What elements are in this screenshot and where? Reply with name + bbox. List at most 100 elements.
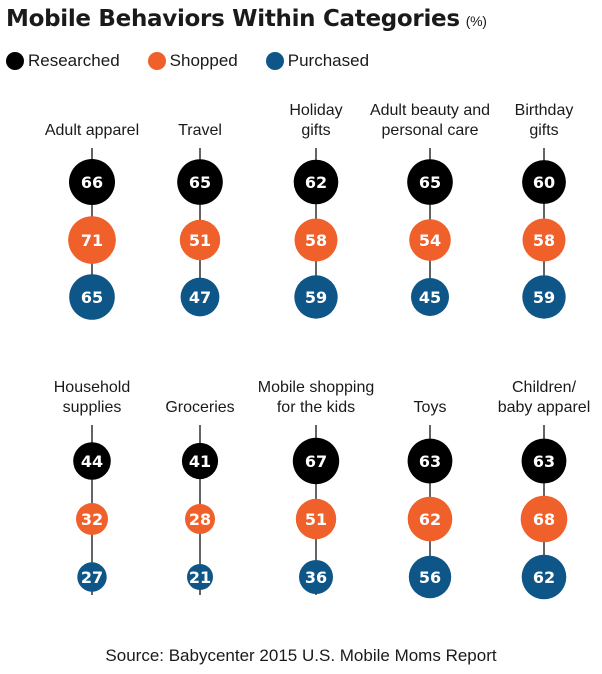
- value-label-purchased: 59: [305, 288, 327, 307]
- value-label-shopped: 62: [419, 510, 441, 529]
- category-label: Toys: [414, 399, 447, 416]
- category-label: Birthday: [515, 102, 574, 119]
- bubble-purchased: [522, 275, 566, 319]
- category-label: Household: [54, 379, 131, 396]
- legend: Researched Shopped Purchased: [6, 50, 397, 72]
- legend-item-shopped: Shopped: [147, 51, 238, 71]
- bubble-purchased: [69, 274, 115, 320]
- value-label-researched: 44: [81, 452, 103, 471]
- bubble-purchased: [521, 554, 567, 600]
- legend-swatch-shopped: [147, 52, 166, 70]
- category-children-baby-apparel: Children/baby apparel 63 68 62: [498, 379, 591, 600]
- value-label-shopped: 71: [81, 231, 103, 250]
- category-label: personal care: [382, 122, 479, 139]
- bubble-shopped: [407, 496, 453, 542]
- category-birthday-gifts: Birthday gifts 60 58 59: [515, 102, 574, 319]
- value-label-shopped: 54: [419, 231, 441, 250]
- bubble-purchased: [187, 564, 213, 590]
- bubble-shopped: [520, 495, 568, 543]
- bubble-shopped: [295, 498, 337, 540]
- bubble-shopped: [294, 218, 338, 262]
- category-label: supplies: [63, 399, 122, 416]
- value-label-shopped: 58: [305, 231, 327, 250]
- category-label: baby apparel: [498, 399, 591, 416]
- category-adult-beauty-and-personal-care: Adult beauty and personal care 65 54 45: [370, 102, 490, 316]
- value-label-researched: 60: [533, 173, 555, 192]
- source-note: Source: Babycenter 2015 U.S. Mobile Moms…: [105, 646, 497, 665]
- bubble-researched: [407, 438, 453, 484]
- value-label-purchased: 65: [81, 288, 103, 307]
- bubble-shopped: [68, 216, 116, 264]
- value-label-purchased: 47: [189, 288, 211, 307]
- category-holiday-gifts: Holiday gifts 62 58 59: [289, 102, 343, 319]
- legend-swatch-researched: [6, 52, 24, 70]
- category-label: gifts: [301, 122, 330, 139]
- legend-label-shopped: Shopped: [169, 51, 238, 70]
- category-label: for the kids: [277, 399, 355, 416]
- category-label: Groceries: [165, 399, 234, 416]
- category-label: Adult apparel: [45, 122, 139, 139]
- legend-label-purchased: Purchased: [287, 51, 370, 70]
- chart-unit: (%): [465, 13, 487, 29]
- bubble-researched: [521, 438, 567, 484]
- category-household-supplies: Household supplies 44 32 27: [54, 379, 131, 595]
- value-label-researched: 41: [189, 452, 211, 471]
- category-adult-apparel: Adult apparel 66 71 65: [45, 122, 139, 320]
- bubble-researched: [522, 160, 566, 204]
- value-label-purchased: 62: [533, 568, 555, 587]
- category-groceries: Groceries 41 28 21: [165, 399, 235, 595]
- category-label: Mobile shopping: [258, 379, 375, 396]
- value-label-researched: 63: [419, 452, 441, 471]
- value-label-researched: 66: [81, 173, 103, 192]
- bubble-shopped: [522, 218, 566, 262]
- value-label-shopped: 51: [305, 510, 327, 529]
- value-label-researched: 62: [305, 173, 327, 192]
- value-label-purchased: 21: [189, 568, 211, 587]
- value-label-researched: 65: [189, 173, 211, 192]
- bubble-purchased: [180, 277, 220, 317]
- value-label-shopped: 58: [533, 231, 555, 250]
- bubble-shopped: [179, 219, 221, 261]
- category-label: Holiday: [289, 102, 342, 119]
- legend-swatch-purchased: [265, 52, 284, 70]
- legend-item-purchased: Purchased: [265, 51, 370, 71]
- category-label: Children/: [512, 379, 577, 396]
- category-label: Adult beauty and: [370, 102, 490, 119]
- bubble-purchased: [411, 278, 449, 316]
- bubble-shopped: [76, 503, 108, 535]
- value-label-shopped: 28: [189, 510, 211, 529]
- bubble-researched: [69, 159, 115, 205]
- bubble-purchased: [294, 275, 338, 319]
- value-label-researched: 63: [533, 452, 555, 471]
- bubble-researched: [407, 159, 453, 205]
- value-label-shopped: 32: [81, 510, 103, 529]
- value-label-purchased: 59: [533, 288, 555, 307]
- legend-item-researched: Researched: [6, 51, 120, 71]
- chart-title: Mobile Behaviors Within Categories (%): [6, 6, 487, 32]
- bubble-shopped: [185, 504, 215, 534]
- bubble-researched: [292, 437, 340, 485]
- category-mobile-shopping-for-the-kids: Mobile shopping for the kids 67 51 36: [258, 379, 375, 595]
- bubble-shopped: [409, 219, 451, 261]
- bubble-researched: [177, 159, 223, 205]
- value-label-shopped: 51: [189, 231, 211, 250]
- category-label: gifts: [529, 122, 558, 139]
- bubble-purchased: [299, 560, 333, 594]
- value-label-researched: 65: [419, 173, 441, 192]
- bubble-purchased: [408, 555, 452, 599]
- chart-title-text: Mobile Behaviors Within Categories: [6, 6, 460, 32]
- bubble-researched: [181, 442, 219, 480]
- category-travel: Travel 65 51 47: [177, 122, 223, 317]
- bubble-purchased: [77, 562, 107, 592]
- category-label: Travel: [178, 122, 222, 139]
- value-label-purchased: 27: [81, 568, 103, 587]
- value-label-shopped: 68: [533, 510, 555, 529]
- category-toys: Toys 63 62 56: [407, 399, 453, 599]
- bubble-researched: [73, 442, 111, 480]
- value-label-researched: 67: [305, 452, 327, 471]
- value-label-purchased: 36: [305, 568, 327, 587]
- bubble-researched: [293, 159, 339, 205]
- legend-label-researched: Researched: [28, 51, 120, 70]
- value-label-purchased: 56: [419, 568, 441, 587]
